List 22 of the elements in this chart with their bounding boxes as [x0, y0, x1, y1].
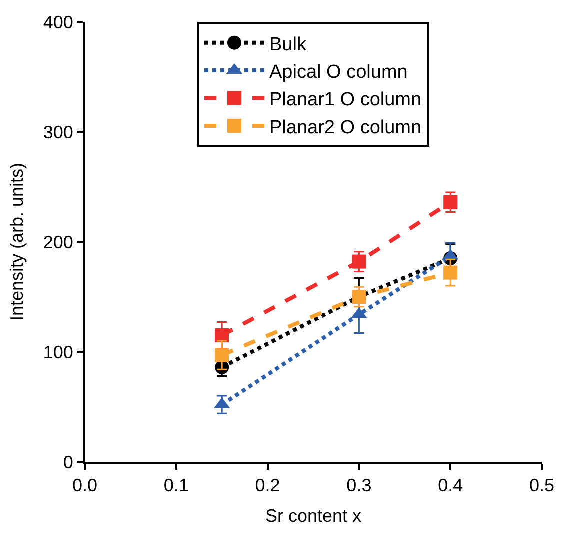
y-axis-title: Intensity (arb. units) [7, 162, 28, 322]
y-tick-label: 0 [63, 452, 74, 472]
x-tick-label: 0.0 [72, 476, 98, 496]
legend-label: Apical O column [270, 62, 408, 83]
x-tick-label: 0.2 [255, 476, 280, 496]
y-tick-label: 100 [43, 342, 74, 362]
point [352, 254, 366, 269]
x-tick-label: 0.1 [164, 476, 189, 496]
x-tick-label: 0.4 [438, 476, 464, 496]
legend-label: Bulk [270, 34, 307, 56]
legend-label: Planar2 O column [270, 117, 422, 138]
y-tick-label: 200 [43, 232, 74, 252]
x-tick-label: 0.5 [529, 476, 555, 496]
legend-label: Planar1 O column [270, 90, 422, 111]
point [215, 348, 230, 362]
y-tick-label: 300 [43, 122, 74, 142]
x-tick-label: 0.3 [346, 476, 372, 496]
point [215, 328, 230, 342]
point [444, 195, 458, 210]
x-axis-title: Sr content x [265, 506, 362, 526]
y-tick-label: 400 [43, 12, 74, 32]
point [444, 266, 458, 280]
